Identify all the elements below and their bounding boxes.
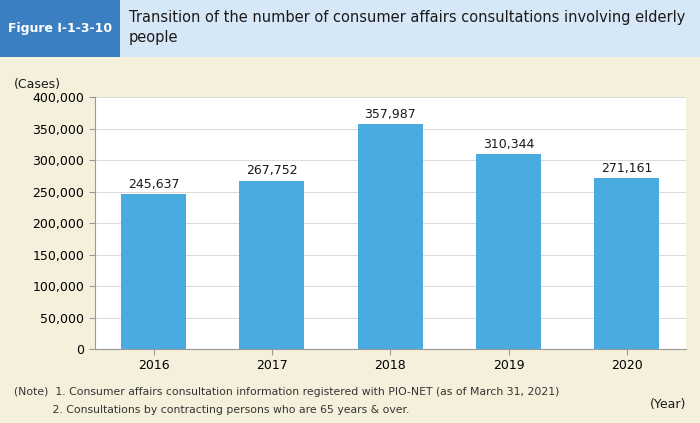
Bar <box>239 181 304 349</box>
Text: 310,344: 310,344 <box>483 137 534 151</box>
Bar <box>358 124 423 349</box>
Text: (Cases): (Cases) <box>14 78 61 91</box>
Text: Transition of the number of consumer affairs consultations involving elderly
peo: Transition of the number of consumer aff… <box>129 10 685 45</box>
Text: 267,752: 267,752 <box>246 165 298 177</box>
Bar <box>594 179 659 349</box>
Bar <box>121 195 186 349</box>
Bar <box>120 0 700 57</box>
Text: (Note)  1. Consumer affairs consultation information registered with PIO-NET (as: (Note) 1. Consumer affairs consultation … <box>14 387 559 397</box>
Text: 2. Consultations by contracting persons who are 65 years & over.: 2. Consultations by contracting persons … <box>14 405 409 415</box>
Text: 357,987: 357,987 <box>365 107 416 121</box>
Bar <box>476 154 541 349</box>
Bar <box>0 0 120 57</box>
Text: Figure I-1-3-10: Figure I-1-3-10 <box>8 22 112 35</box>
Text: 245,637: 245,637 <box>128 178 179 191</box>
Text: (Year): (Year) <box>650 398 686 411</box>
Text: 271,161: 271,161 <box>601 162 652 175</box>
